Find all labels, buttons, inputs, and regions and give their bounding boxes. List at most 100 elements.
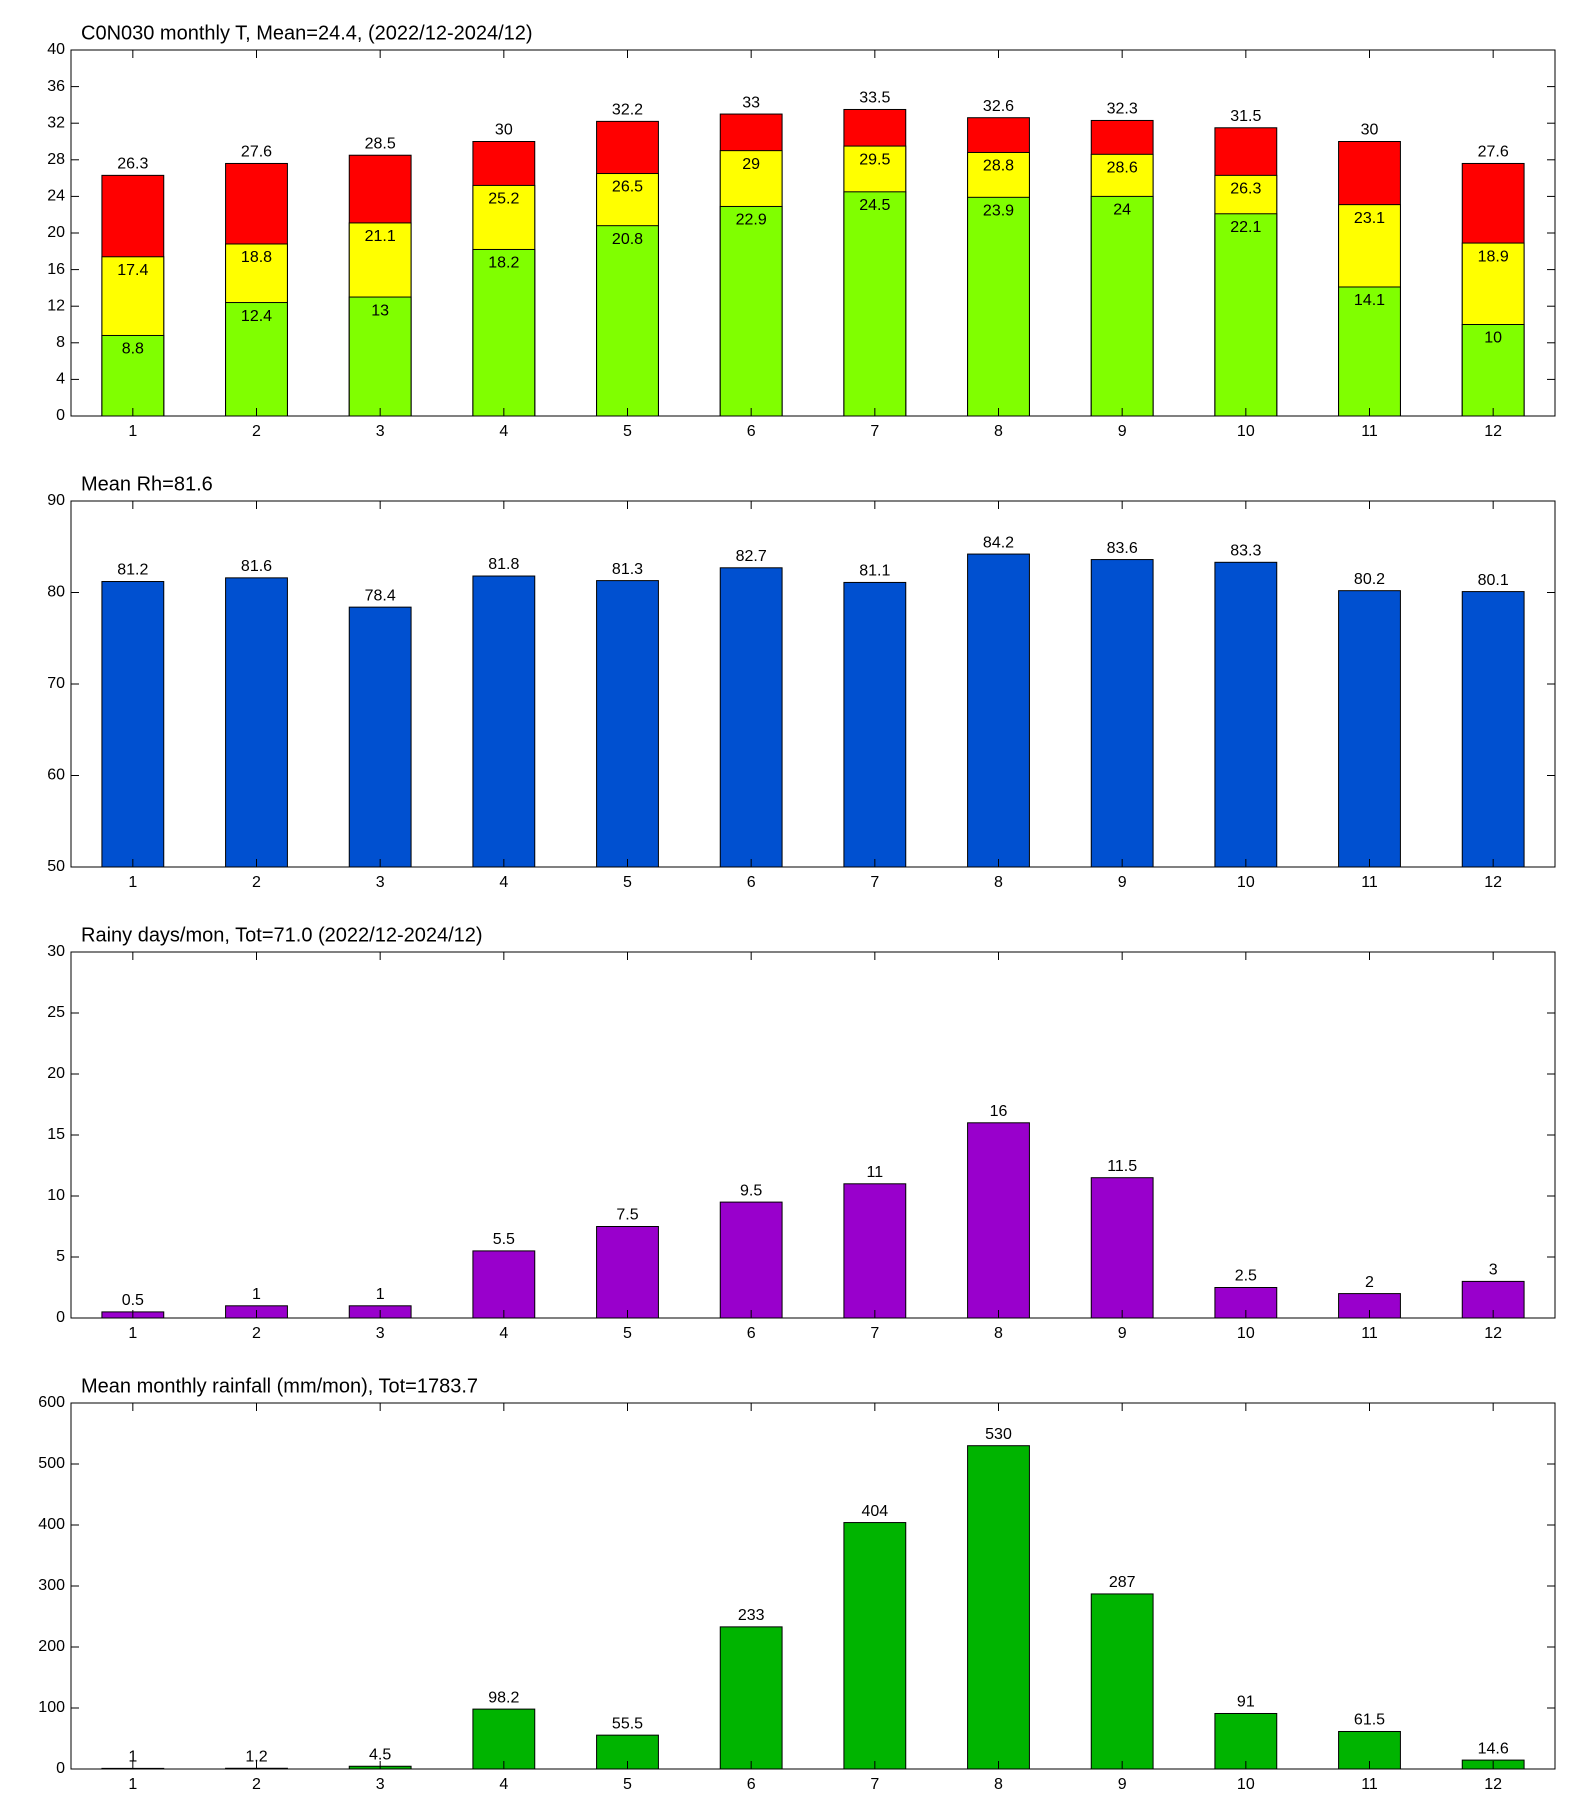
value-label: 5.5	[493, 1231, 515, 1248]
x-tick-label: 6	[747, 423, 756, 440]
value-label: 32.3	[1107, 101, 1138, 118]
bar	[719, 205, 783, 417]
x-tick-label: 8	[994, 1776, 1003, 1793]
chart-title: C0N030 monthly T, Mean=24.4, (2022/12-20…	[81, 22, 533, 44]
value-label: 27.6	[1478, 144, 1509, 161]
value-label: 14.1	[1354, 292, 1385, 309]
value-label: 14.6	[1478, 1740, 1509, 1757]
bar	[1090, 559, 1154, 868]
chart-title: Mean monthly rainfall (mm/mon), Tot=1783…	[81, 1375, 478, 1397]
x-tick-label: 11	[1361, 874, 1378, 891]
value-label: 17.4	[117, 262, 148, 279]
value-label: 80.2	[1354, 571, 1385, 588]
bar	[348, 296, 412, 417]
value-label: 28.5	[365, 135, 396, 152]
value-label: 78.4	[365, 587, 396, 604]
x-tick-label: 12	[1484, 1776, 1502, 1793]
value-label: 28.8	[983, 158, 1014, 175]
x-tick-label: 2	[252, 1776, 261, 1793]
value-label: 21.1	[365, 228, 396, 245]
bar	[1461, 591, 1525, 868]
x-tick-label: 6	[747, 1325, 756, 1342]
y-tick-label: 60	[47, 767, 65, 784]
value-label: 8.8	[122, 341, 144, 358]
value-label: 81.6	[241, 558, 272, 575]
value-label: 24.5	[859, 197, 890, 214]
value-label: 98.2	[488, 1689, 519, 1706]
y-tick-label: 10	[47, 1187, 65, 1204]
bar	[1338, 286, 1401, 417]
x-tick-label: 9	[1118, 874, 1127, 891]
value-label: 404	[861, 1503, 888, 1520]
value-label: 233	[738, 1607, 765, 1624]
y-tick-label: 25	[47, 1004, 65, 1021]
x-tick-label: 12	[1484, 874, 1502, 891]
bar	[225, 302, 288, 417]
value-label: 32.6	[983, 98, 1014, 115]
value-label: 80.1	[1478, 572, 1509, 589]
value-label: 29.5	[859, 151, 890, 168]
x-tick-label: 2	[252, 423, 261, 440]
bar	[967, 196, 1030, 417]
x-tick-label: 10	[1237, 423, 1255, 440]
bar	[596, 225, 659, 417]
y-tick-label: 70	[47, 675, 65, 692]
value-label: 13	[371, 302, 389, 319]
bar	[348, 606, 412, 868]
value-label: 20.8	[612, 231, 643, 248]
x-tick-label: 11	[1361, 1776, 1378, 1793]
value-label: 530	[985, 1426, 1012, 1443]
x-tick-label: 9	[1118, 423, 1127, 440]
value-label: 28.6	[1107, 160, 1138, 177]
bar	[719, 1201, 783, 1319]
bar	[843, 191, 907, 417]
x-tick-label: 7	[870, 1776, 879, 1793]
axes-frame	[70, 951, 1556, 1319]
y-tick-label: 200	[38, 1638, 65, 1655]
x-tick-label: 2	[252, 874, 261, 891]
y-tick-label: 24	[47, 188, 65, 205]
value-label: 7.5	[616, 1207, 638, 1224]
y-tick-label: 28	[47, 151, 65, 168]
axes-frame	[70, 1402, 1556, 1770]
x-tick-label: 8	[994, 1325, 1003, 1342]
bar	[472, 1250, 536, 1319]
value-label: 1	[376, 1286, 385, 1303]
value-label: 18.2	[488, 255, 519, 272]
bar	[472, 248, 536, 417]
bar	[472, 575, 536, 868]
x-tick-label: 3	[376, 423, 385, 440]
y-tick-label: 300	[38, 1577, 65, 1594]
x-tick-label: 7	[870, 1325, 879, 1342]
x-tick-label: 4	[499, 874, 508, 891]
x-tick-label: 1	[128, 1325, 137, 1342]
bar	[967, 553, 1030, 868]
value-label: 10	[1484, 330, 1502, 347]
value-label: 0.5	[122, 1292, 144, 1309]
value-label: 11	[867, 1164, 884, 1181]
x-tick-label: 6	[747, 874, 756, 891]
value-label: 22.9	[736, 212, 767, 229]
bar	[719, 567, 783, 868]
y-tick-label: 15	[47, 1126, 65, 1143]
bar	[843, 1522, 907, 1770]
bar	[1214, 561, 1278, 868]
bar	[596, 580, 659, 868]
y-tick-label: 400	[38, 1516, 65, 1533]
value-label: 11.5	[1107, 1158, 1137, 1175]
value-label: 91	[1237, 1694, 1255, 1711]
value-label: 26.5	[612, 179, 643, 196]
x-tick-label: 7	[870, 423, 879, 440]
bar	[1090, 195, 1154, 417]
x-tick-label: 1	[128, 423, 137, 440]
value-label: 12.4	[241, 308, 272, 325]
x-tick-label: 11	[1361, 423, 1378, 440]
x-tick-label: 1	[128, 874, 137, 891]
x-tick-label: 7	[870, 874, 879, 891]
y-tick-label: 30	[47, 943, 65, 960]
x-tick-label: 3	[376, 1325, 385, 1342]
value-label: 22.1	[1230, 219, 1261, 236]
value-label: 26.3	[117, 156, 148, 173]
axes-frame	[70, 500, 1556, 868]
